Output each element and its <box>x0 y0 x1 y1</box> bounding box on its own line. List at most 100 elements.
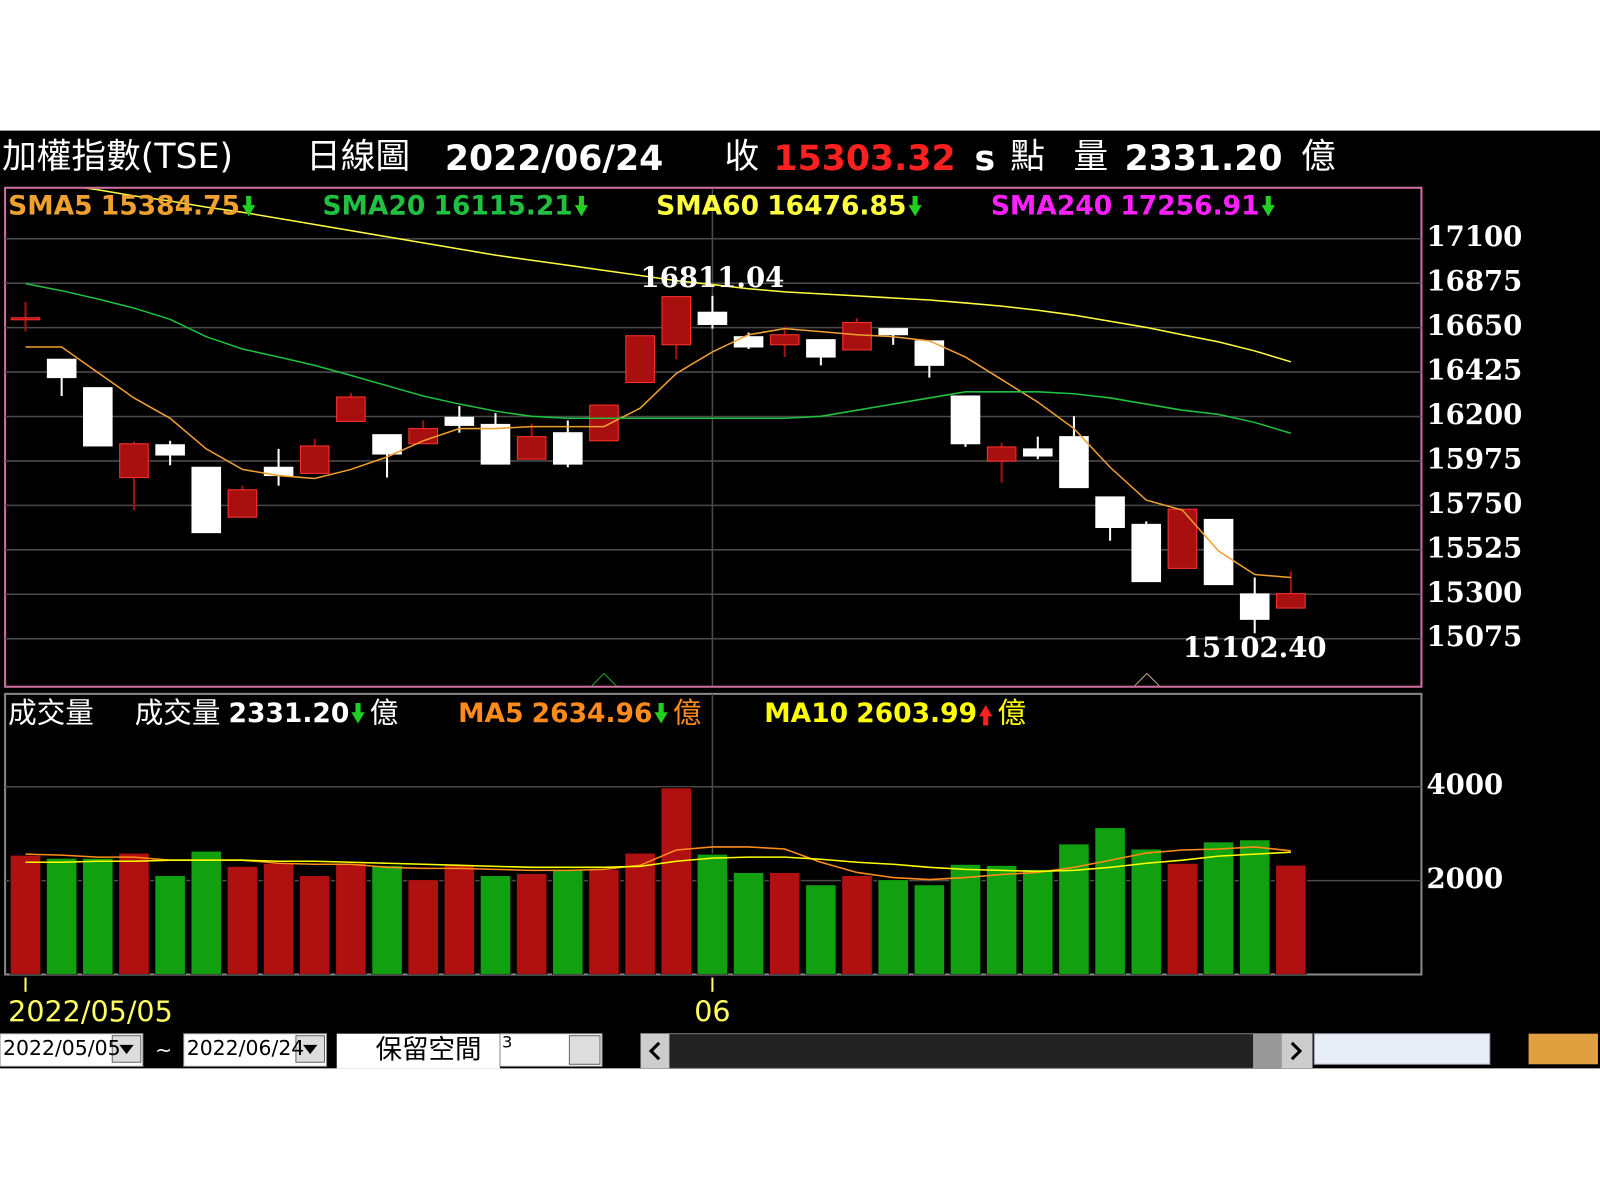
volume-bar <box>624 852 656 975</box>
min-label: 15102.40 <box>1183 632 1327 664</box>
trend-arrow <box>242 195 256 217</box>
y-tick-label: 15750 <box>1427 488 1523 520</box>
legend-name: 成交量 <box>135 695 221 729</box>
candle-body <box>1022 448 1053 457</box>
candle-body <box>986 446 1017 462</box>
volume-bar <box>805 884 837 975</box>
volume-bar <box>985 864 1018 975</box>
candle-body <box>1239 593 1270 620</box>
tool-buttons[interactable] <box>1313 1033 1491 1065</box>
candle-body <box>516 436 547 460</box>
trend-arrow <box>574 195 589 217</box>
dropdown-icon <box>119 1044 134 1055</box>
trend-arrow <box>654 703 668 724</box>
candle-body <box>46 358 77 379</box>
max-label: 16811.04 <box>641 262 785 294</box>
legend-name: SMA20 <box>322 191 425 222</box>
candle-body <box>1059 436 1089 489</box>
candle-body <box>155 444 185 456</box>
legend-value: 16115.21 <box>434 191 573 222</box>
new-button[interactable] <box>1528 1033 1598 1065</box>
candle-body <box>697 311 728 325</box>
volume-bar <box>479 874 512 975</box>
y-tick-label: 15300 <box>1427 577 1523 609</box>
volume-bar <box>1021 868 1054 975</box>
legend-unit: 億 <box>370 695 399 729</box>
trend-arrow <box>1261 195 1275 217</box>
candle-body <box>10 317 41 321</box>
candle-body <box>842 321 872 351</box>
volume-value: 2331.20 <box>1124 139 1282 179</box>
volume-bar <box>190 850 223 975</box>
legend-value: 16476.85 <box>767 191 906 222</box>
candle-body <box>119 443 149 479</box>
reserve-label-box <box>336 1033 500 1069</box>
spinner[interactable] <box>568 1035 601 1065</box>
volume-unit: 億 <box>1301 137 1336 177</box>
scrollbar[interactable] <box>640 1033 1313 1069</box>
volume-bar <box>298 874 331 975</box>
price-panel-frame <box>4 186 1423 688</box>
y-tick-label: 16650 <box>1427 310 1523 342</box>
volume-bar <box>262 862 295 975</box>
candle-body <box>227 489 258 518</box>
y-tick-label: 4000 <box>1427 769 1504 801</box>
legend-unit: 億 <box>673 695 702 729</box>
x-tick-label: 06 <box>694 994 730 1028</box>
volume-bar <box>732 871 765 975</box>
candle-body <box>191 466 222 534</box>
chart-title: 加權指數(TSE) <box>2 137 233 177</box>
volume-bar <box>407 879 440 975</box>
legend-value: 2603.99 <box>856 698 977 729</box>
volume-bar <box>1166 862 1199 975</box>
ma-line <box>25 282 1292 434</box>
volume-bar <box>335 862 367 975</box>
candle-body <box>769 334 800 346</box>
legend-name: SMA5 <box>8 191 92 222</box>
volume-bar <box>154 874 186 975</box>
header-date: 2022/06/24 <box>445 139 663 179</box>
legend-value: 17256.91 <box>1120 191 1259 222</box>
arrow-right <box>1290 1041 1303 1061</box>
chart-kind: 日線圖 <box>306 137 410 177</box>
date-separator: ~ <box>155 1038 172 1062</box>
scroll-thumb[interactable] <box>1253 1033 1282 1069</box>
volume-bar <box>515 872 548 975</box>
candle-body <box>625 335 655 384</box>
marker <box>591 672 617 687</box>
close-value: 15303.32 <box>773 139 955 179</box>
y-tick-label: 17100 <box>1427 221 1523 253</box>
price-plot <box>10 188 1306 634</box>
candle-body <box>806 339 836 358</box>
y-tick-label: 16200 <box>1427 399 1523 431</box>
candle-body <box>589 404 619 442</box>
volume-bar <box>660 787 693 975</box>
scroll-left[interactable] <box>640 1033 670 1069</box>
volume-bar <box>1202 841 1235 975</box>
candle-body <box>1276 593 1306 609</box>
volume-bar <box>1130 848 1163 975</box>
end-date: 2022/06/24 <box>187 1036 305 1060</box>
legend-name: SMA60 <box>656 191 759 222</box>
scroll-right[interactable] <box>1281 1033 1313 1069</box>
volume-bar <box>226 865 259 975</box>
candle-body <box>950 395 981 445</box>
volume-bar <box>371 864 403 975</box>
candle-body <box>1167 508 1198 569</box>
candle-body <box>661 296 692 346</box>
legend-value: 15384.75 <box>101 191 240 222</box>
arrow-left <box>648 1041 661 1061</box>
volume-bar <box>1094 827 1126 975</box>
volume-bar <box>1238 839 1271 975</box>
volume-bar <box>841 874 873 975</box>
y-tick-label: 16425 <box>1427 355 1523 387</box>
trend-arrow <box>351 703 365 724</box>
candle-body <box>480 423 511 465</box>
reserve-label: 保留空間 <box>376 1035 482 1066</box>
volume-bar <box>1275 864 1307 975</box>
candle-body <box>1131 523 1162 583</box>
candle-body <box>1095 496 1125 529</box>
volume-bar <box>118 852 150 975</box>
